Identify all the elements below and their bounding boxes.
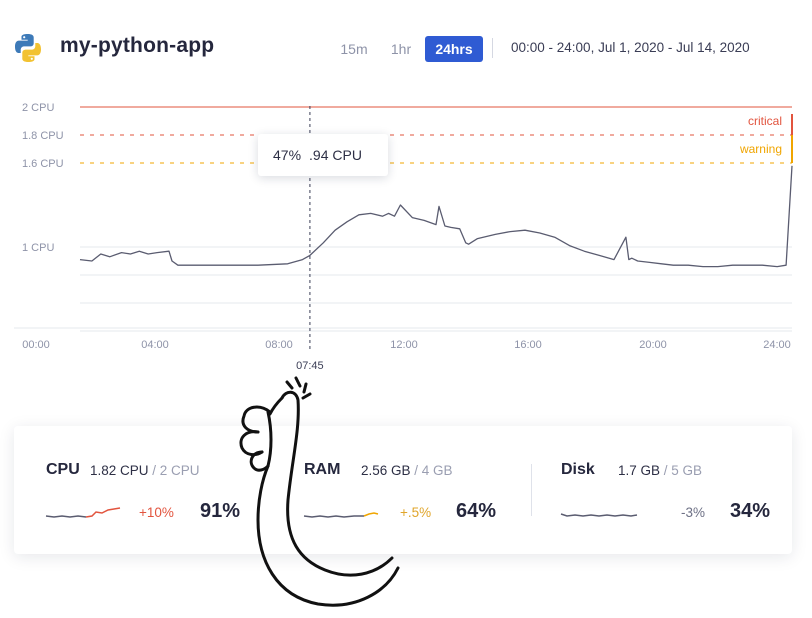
x-tick-label: 20:00 bbox=[639, 339, 667, 351]
disk-metric[interactable]: Disk 1.7 GB / 5 GB -3% 34% bbox=[532, 426, 792, 554]
metric-total-value: / 2 CPU bbox=[152, 463, 200, 478]
tooltip-percent: 47% bbox=[273, 147, 302, 163]
metric-percent: 91% bbox=[200, 500, 241, 522]
metric-name: CPU bbox=[46, 461, 80, 478]
metric-used-value: 1.82 CPU bbox=[90, 463, 149, 478]
cpu-sparkline bbox=[45, 507, 121, 518]
metric-name: RAM bbox=[304, 461, 341, 478]
cpu-metric[interactable]: CPU 1.82 CPU / 2 CPU +10% 91% bbox=[14, 426, 274, 554]
x-tick-label: 12:00 bbox=[390, 339, 418, 351]
python-logo-icon bbox=[15, 34, 41, 62]
app-title: my-python-app bbox=[60, 34, 215, 57]
x-tick-label: 08:00 bbox=[265, 339, 293, 351]
x-tick-label: 24:00 bbox=[763, 339, 791, 351]
metric-used-value: 2.56 GB bbox=[361, 463, 411, 478]
time-range-15m-button[interactable]: 15m bbox=[340, 41, 368, 57]
x-tick-label: 04:00 bbox=[141, 339, 169, 351]
metrics-summary-card: CPU 1.82 CPU / 2 CPU +10% 91% RAM 2.56 G… bbox=[14, 426, 792, 554]
y-tick-label: 1.6 CPU bbox=[22, 158, 64, 170]
pointing-hand-doodle bbox=[239, 376, 400, 607]
metric-total-value: / 5 GB bbox=[663, 463, 703, 478]
date-range-picker[interactable]: 00:00 - 24:00, Jul 1, 2020 - Jul 14, 202… bbox=[511, 40, 750, 55]
disk-sparkline bbox=[560, 513, 638, 517]
range-divider bbox=[492, 38, 493, 58]
x-tick-label: 00:00 bbox=[22, 339, 50, 351]
metric-used-value: 1.7 GB bbox=[618, 463, 661, 478]
metric-percent: 34% bbox=[730, 500, 771, 522]
threshold-label-warning: warning bbox=[739, 142, 782, 156]
chart-tooltip: 47% .94 CPU bbox=[258, 134, 388, 176]
metric-usage: 1.7 GB / 5 GB bbox=[618, 463, 702, 478]
y-tick-label: 1 CPU bbox=[22, 242, 54, 254]
metric-usage: 1.82 CPU / 2 CPU bbox=[90, 463, 200, 478]
ram-metric[interactable]: RAM 2.56 GB / 4 GB +.5% 64% bbox=[274, 426, 529, 554]
metric-change: +.5% bbox=[400, 505, 432, 520]
cpu-usage-chart[interactable]: critical warning 1 CPU 1.6 CPU 1.8 CPU 2 CPU 0… bbox=[0, 92, 812, 382]
x-tick-label: 16:00 bbox=[514, 339, 542, 351]
metric-name: Disk bbox=[561, 461, 595, 478]
threshold-label-critical: critical bbox=[748, 114, 782, 128]
y-tick-label: 2 CPU bbox=[22, 102, 54, 114]
metric-total-value: / 4 GB bbox=[414, 463, 453, 478]
time-range-24hrs-button[interactable]: 24hrs bbox=[425, 36, 483, 62]
ram-sparkline bbox=[303, 512, 379, 518]
card-divider bbox=[531, 464, 532, 516]
cpu-series-line bbox=[79, 165, 793, 268]
metric-usage: 2.56 GB / 4 GB bbox=[361, 463, 453, 478]
hover-time-label: 07:45 bbox=[296, 360, 324, 372]
tooltip-cpu-value: .94 CPU bbox=[309, 147, 362, 163]
metric-change: -3% bbox=[681, 505, 706, 520]
time-range-1hr-button[interactable]: 1hr bbox=[390, 41, 412, 57]
y-tick-label: 1.8 CPU bbox=[22, 130, 64, 142]
header: my-python-app 15m 1hr 24hrs 00:00 - 24:0… bbox=[0, 0, 812, 90]
metric-change: +10% bbox=[139, 505, 174, 520]
metric-percent: 64% bbox=[456, 500, 497, 522]
